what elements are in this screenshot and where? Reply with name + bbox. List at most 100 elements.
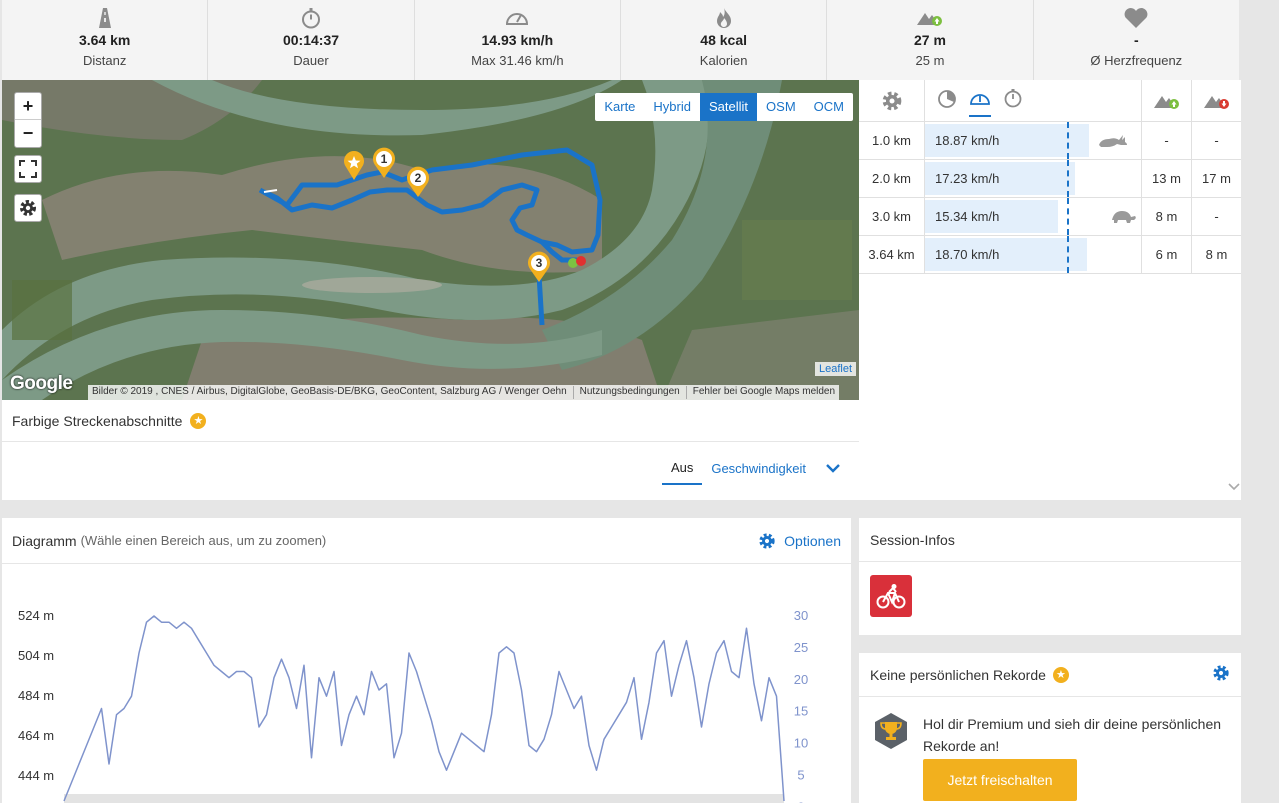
stat-value: 48 kcal: [700, 32, 747, 48]
speed-bar: [925, 124, 1089, 157]
y-right-tick-label: 15: [794, 704, 808, 719]
stat-label: Kalorien: [699, 53, 748, 68]
cycling-icon[interactable]: [870, 575, 912, 617]
y-left-tick-label: 524 m: [18, 608, 54, 623]
options-button[interactable]: Optionen: [758, 532, 841, 550]
lap-ascent: 13 m: [1142, 160, 1192, 197]
stat-elevation: 27 m 25 m: [827, 0, 1034, 80]
table-row[interactable]: 1.0 km 18.87 km/h - -: [859, 122, 1241, 160]
elevation-area: [64, 794, 784, 803]
stat-value: 00:14:37: [282, 32, 340, 48]
table-settings-button[interactable]: [859, 80, 925, 121]
segment-option-off[interactable]: Aus: [661, 456, 703, 485]
stat-distance: 3.64 km Distanz: [2, 0, 209, 80]
y-left-tick-label: 484 m: [18, 688, 54, 703]
mountain-up-icon: [827, 7, 1032, 29]
lap-ascent: 8 m: [1142, 198, 1192, 235]
lap-speed-cell: 17.23 km/h: [925, 160, 1142, 197]
ascent-header: [1142, 80, 1192, 121]
y-right-tick-label: 30: [794, 608, 808, 623]
premium-star-icon: ★: [190, 412, 207, 429]
pace-tab[interactable]: [937, 88, 957, 113]
session-info-title: Session-Infos: [859, 518, 1241, 562]
speedometer-icon: [415, 7, 620, 29]
y-left-tick-label: 464 m: [18, 728, 54, 743]
records-settings-button[interactable]: [1212, 664, 1230, 685]
gear-icon: [882, 91, 901, 110]
favorite-marker[interactable]: [343, 151, 365, 186]
layer-switcher: Karte Hybrid Satellit OSM OCM: [595, 93, 853, 121]
lap-descent: -: [1214, 133, 1219, 148]
layer-satellit[interactable]: Satellit: [700, 93, 758, 121]
table-row[interactable]: 3.0 km 15.34 km/h 8 m -: [859, 198, 1241, 236]
diagram-hint: (Wähle einen Bereich aus, um zu zoomen): [80, 533, 327, 548]
speed-tab[interactable]: [969, 89, 991, 117]
lap-ascent: 6 m: [1142, 236, 1192, 273]
chevron-down-icon[interactable]: [825, 461, 841, 476]
zoom-out-button[interactable]: −: [22, 123, 34, 143]
average-line: [1067, 198, 1069, 235]
lap-speed: 15.34 km/h: [935, 209, 1000, 224]
stat-value: 27 m: [914, 32, 946, 48]
stat-label: Distanz: [82, 53, 127, 68]
stat-calories: 48 kcal Kalorien: [621, 0, 828, 80]
table-row[interactable]: 2.0 km 17.23 km/h 13 m 17 m: [859, 160, 1241, 198]
map-settings-button[interactable]: [14, 194, 42, 222]
lap-speed: 17.23 km/h: [935, 171, 1000, 186]
lap-descent: 17 m: [1202, 171, 1231, 186]
unlock-premium-button[interactable]: Jetzt freischalten: [923, 759, 1077, 801]
lap-speed: 18.70 km/h: [935, 247, 1000, 262]
duration-tab[interactable]: [1003, 88, 1023, 113]
zoom-in-button[interactable]: +: [15, 93, 41, 120]
layer-osm[interactable]: OSM: [766, 99, 796, 114]
scroll-down-arrow[interactable]: [1227, 480, 1241, 494]
stat-value: -: [1133, 32, 1139, 48]
diagram-panel: Diagramm (Wähle einen Bereich aus, um zu…: [2, 518, 851, 803]
y-right-tick-label: 0: [797, 799, 804, 803]
lap-marker-3[interactable]: 3: [527, 251, 551, 283]
records-panel: Keine persönlichen Rekorde ★ Hol dir Pre…: [859, 653, 1241, 803]
diagram-header: Diagramm (Wähle einen Bereich aus, um zu…: [2, 518, 851, 564]
records-title: Keine persönlichen Rekorde: [870, 666, 1046, 683]
y-left-tick-label: 444 m: [18, 768, 54, 783]
terms-link[interactable]: Nutzungsbedingungen: [572, 386, 680, 399]
average-line: [1067, 122, 1069, 159]
laps-table: 1.0 km 18.87 km/h - - 2.0 km 17.23 km/h …: [859, 80, 1241, 500]
stopwatch-icon: [208, 7, 413, 29]
lap-descent: 8 m: [1205, 247, 1228, 262]
pace-icon: [938, 90, 956, 108]
lap-speed-cell: 18.70 km/h: [925, 236, 1142, 273]
layer-ocm[interactable]: OCM: [813, 99, 844, 114]
lap-marker-1[interactable]: 1: [372, 147, 396, 179]
map-attribution: Bilder © 2019 , CNES / Airbus, DigitalGl…: [88, 385, 840, 400]
lap-speed-cell: 18.87 km/h: [925, 122, 1142, 159]
diagram-title: Diagramm: [12, 532, 77, 549]
y-left-tick-label: 504 m: [18, 648, 54, 663]
layer-hybrid[interactable]: Hybrid: [653, 99, 691, 114]
segment-option-speed[interactable]: Geschwindigkeit: [711, 461, 806, 476]
rabbit-icon: [1097, 131, 1129, 152]
y-right-tick-label: 20: [794, 672, 808, 687]
fullscreen-button[interactable]: [14, 155, 42, 183]
stat-label: Ø Herzfrequenz: [1090, 53, 1183, 68]
report-error-link[interactable]: Fehler bei Google Maps melden: [685, 386, 835, 399]
lap-marker-2[interactable]: 2: [406, 166, 430, 198]
leaflet-link[interactable]: Leaflet: [814, 362, 856, 376]
stat-label: Dauer: [293, 53, 329, 68]
average-line: [1067, 160, 1069, 197]
options-label: Optionen: [784, 532, 841, 549]
descent-header: [1192, 80, 1241, 121]
metric-tabs: [925, 80, 1142, 121]
speed-bar: [925, 162, 1075, 195]
mountain-up-icon: [1153, 95, 1179, 109]
route-map[interactable]: 1 2 3 + − Karte Hybrid Satellit OSM OCM …: [2, 80, 859, 400]
stat-speed: 14.93 km/h Max 31.46 km/h: [415, 0, 621, 80]
speed-bar: [925, 200, 1058, 233]
lap-marker-label: 2: [414, 171, 422, 185]
table-row[interactable]: 3.64 km 18.70 km/h 6 m 8 m: [859, 236, 1241, 274]
layer-karte[interactable]: Karte: [604, 99, 636, 114]
y-right-tick-label: 10: [794, 736, 808, 751]
lap-distance: 3.0 km: [859, 198, 925, 235]
lap-descent: -: [1214, 209, 1219, 224]
